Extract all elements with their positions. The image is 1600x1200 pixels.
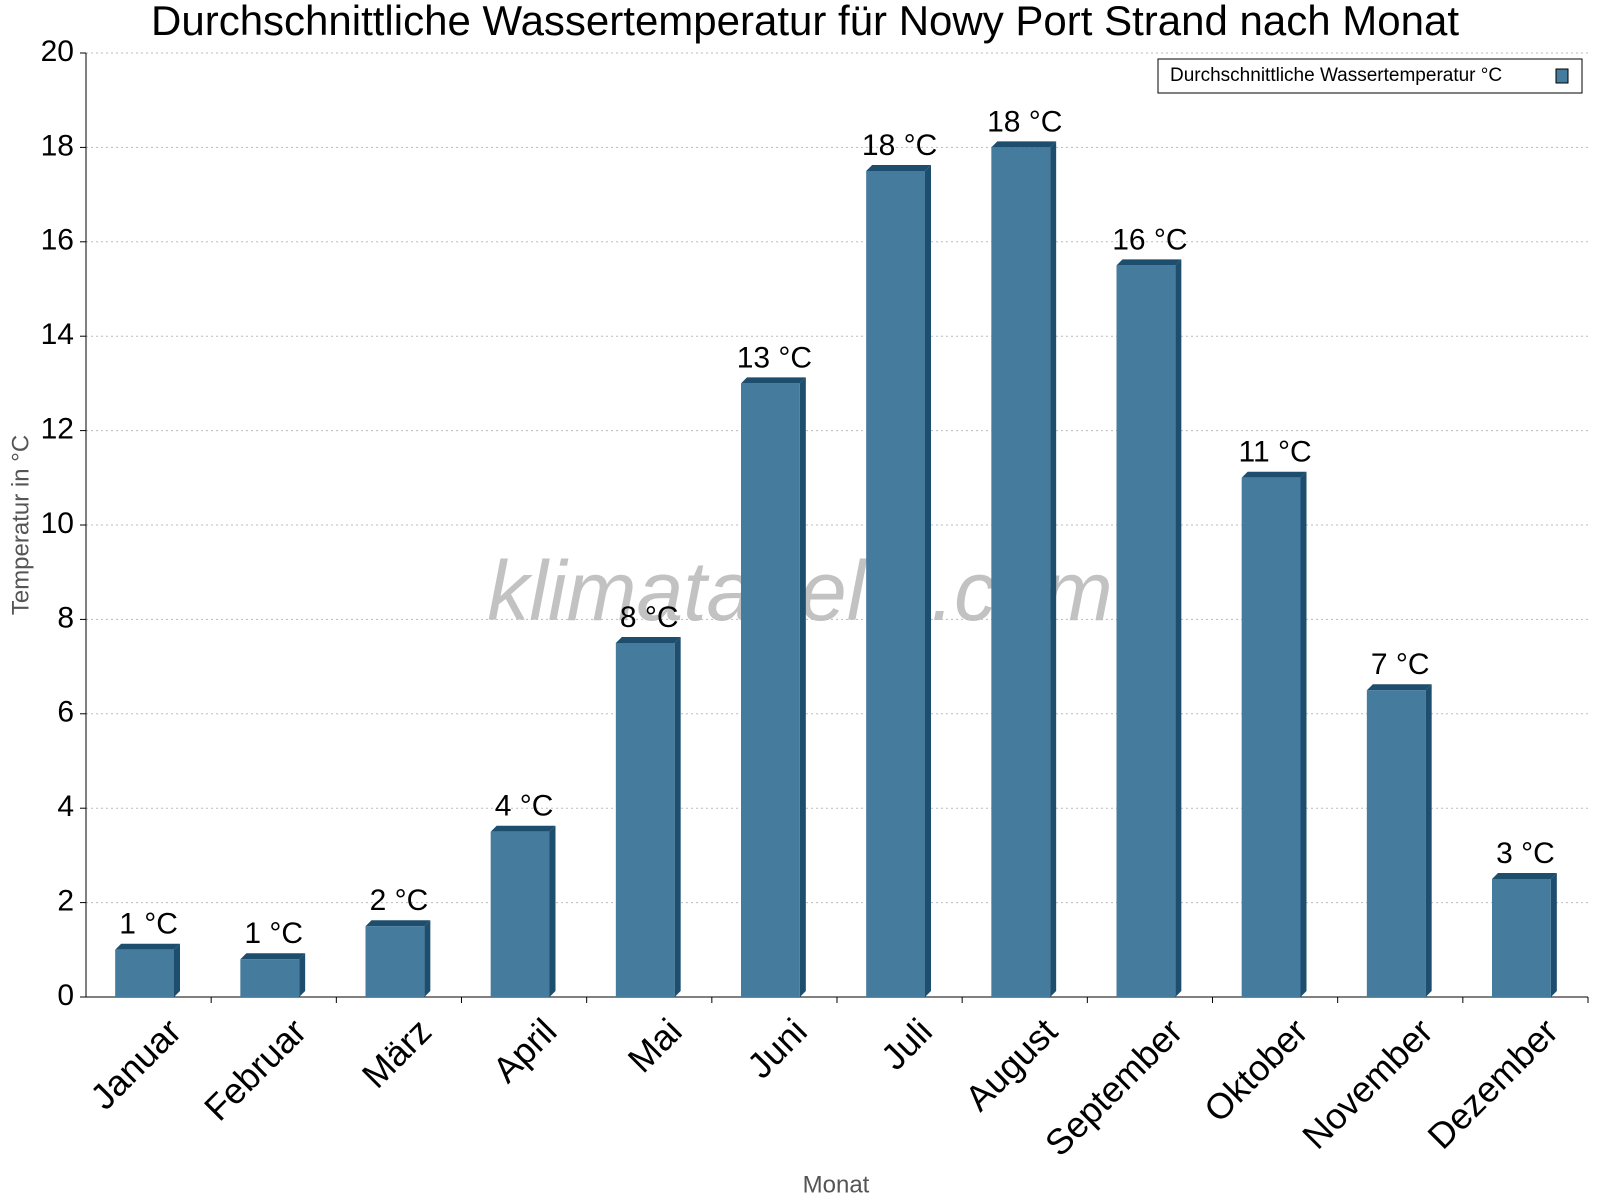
legend-label: Durchschnittliche Wassertemperatur °C xyxy=(1170,65,1502,86)
x-axis-title: Monat xyxy=(803,1171,870,1198)
y-tick-label: 20 xyxy=(41,35,74,68)
y-tick-label: 8 xyxy=(57,601,74,634)
y-tick-label: 16 xyxy=(41,224,74,257)
bar-top xyxy=(741,377,806,384)
value-label: 1 °C xyxy=(244,917,303,950)
value-label: 7 °C xyxy=(1371,648,1430,681)
bar xyxy=(1116,265,1176,997)
bar xyxy=(1492,879,1551,997)
value-label: 13 °C xyxy=(737,341,812,374)
bar-side xyxy=(173,943,180,997)
bar xyxy=(115,949,174,997)
y-tick-label: 12 xyxy=(41,413,74,446)
bar-side xyxy=(1050,141,1057,997)
bar-side xyxy=(924,165,931,997)
bar xyxy=(991,147,1051,997)
legend-box xyxy=(1157,58,1583,94)
bar-side xyxy=(1550,873,1557,997)
value-label: 3 °C xyxy=(1496,837,1555,870)
y-tick-label: 14 xyxy=(41,318,74,351)
bar xyxy=(490,831,550,997)
value-label: 1 °C xyxy=(119,908,178,941)
bar-side xyxy=(424,920,431,997)
bar-top xyxy=(991,141,1057,148)
bar xyxy=(615,643,675,997)
value-label: 2 °C xyxy=(370,884,429,917)
bar-top xyxy=(115,943,180,950)
value-label: 4 °C xyxy=(495,790,554,823)
y-tick-label: 6 xyxy=(57,696,74,729)
y-tick-label: 10 xyxy=(41,507,74,540)
bar xyxy=(365,926,425,997)
bar xyxy=(741,383,800,997)
value-label: 18 °C xyxy=(862,129,937,162)
value-label: 11 °C xyxy=(1239,436,1312,469)
bar-top xyxy=(1492,873,1557,879)
bar xyxy=(1241,477,1301,997)
value-label: 8 °C xyxy=(620,601,679,634)
value-label: 18 °C xyxy=(987,105,1062,138)
bar-top xyxy=(240,953,306,960)
bar xyxy=(1366,690,1426,997)
bar-side xyxy=(299,953,306,997)
bar xyxy=(866,171,925,997)
bar-side xyxy=(674,637,681,997)
y-axis-title: Temperatur in °C xyxy=(7,435,34,615)
bar-top xyxy=(1366,684,1432,691)
bar xyxy=(240,959,300,997)
chart-title: Durchschnittliche Wassertemperatur für N… xyxy=(151,0,1459,44)
bar-top xyxy=(615,637,681,643)
bar-top xyxy=(1116,259,1182,266)
y-tick-label: 0 xyxy=(57,979,74,1012)
bar-top xyxy=(365,920,431,927)
bar-top xyxy=(490,825,556,832)
bar-side xyxy=(549,825,556,997)
bar-side xyxy=(1300,471,1307,997)
bar-side xyxy=(799,377,806,997)
bar-top xyxy=(1241,471,1307,478)
value-label: 16 °C xyxy=(1112,223,1187,256)
bar-side xyxy=(1425,684,1432,997)
legend-swatch xyxy=(1555,68,1569,84)
bar-top xyxy=(866,165,931,171)
y-tick-label: 18 xyxy=(41,129,74,162)
bar-side xyxy=(1175,259,1182,997)
y-tick-label: 4 xyxy=(57,790,74,823)
y-tick-label: 2 xyxy=(57,885,74,918)
